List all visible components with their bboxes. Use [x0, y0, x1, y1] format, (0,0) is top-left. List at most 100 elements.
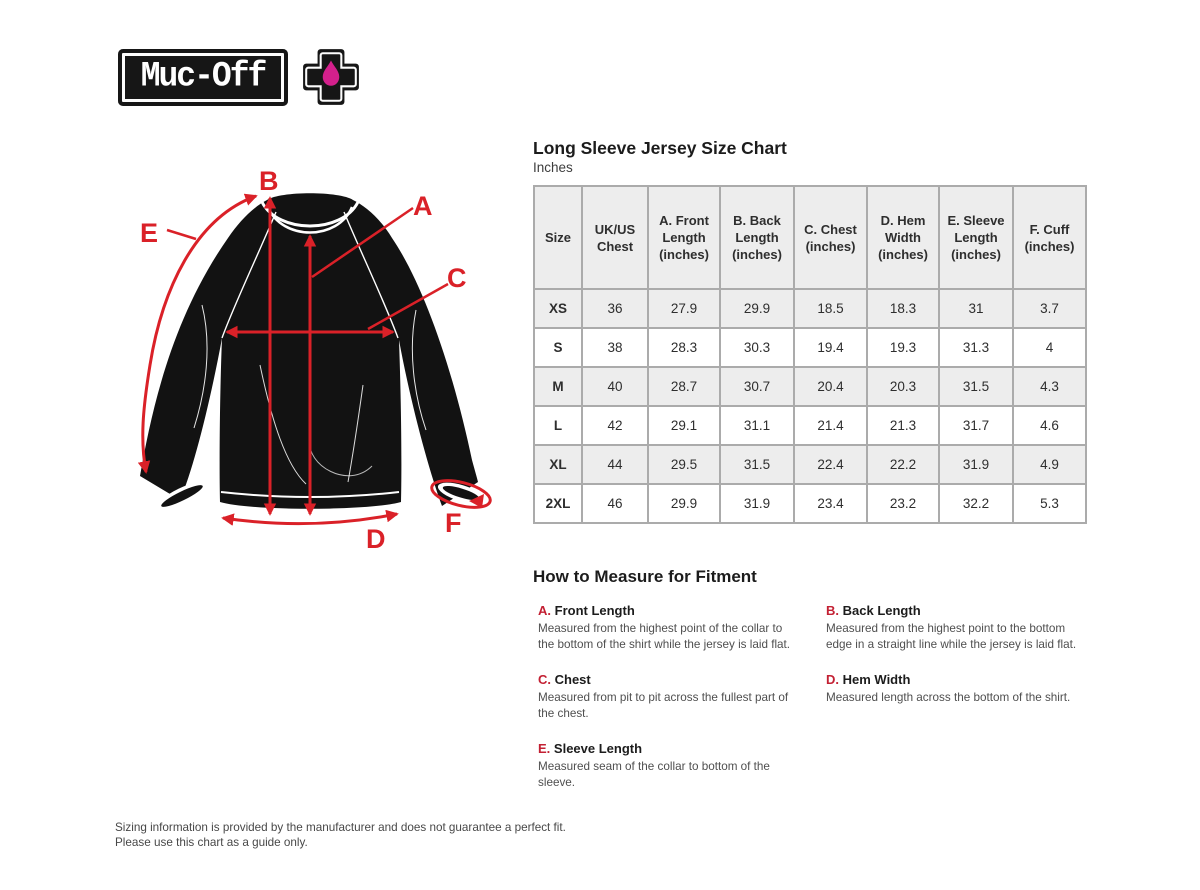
value-cell: 4.9: [1012, 444, 1087, 485]
value-cell: 19.3: [866, 327, 940, 368]
value-cell: 5.3: [1012, 483, 1087, 524]
measure-item-desc: Measured length across the bottom of the…: [826, 691, 1071, 704]
measure-item-desc: Measured seam of the collar to bottom of…: [538, 760, 770, 789]
measure-item-title: A. Front Length: [538, 603, 826, 618]
value-cell: 31.1: [719, 405, 795, 446]
measure-item-letter: E.: [538, 741, 554, 756]
value-cell: 21.3: [866, 405, 940, 446]
measure-item-name: Hem Width: [842, 672, 911, 687]
size-cell: L: [533, 405, 583, 446]
measure-item-desc: Measured from pit to pit across the full…: [538, 691, 789, 720]
value-cell: 4: [1012, 327, 1087, 368]
page-title: Long Sleeve Jersey Size Chart: [533, 138, 787, 158]
footer-line-1: Sizing information is provided by the ma…: [115, 821, 566, 834]
value-cell: 27.9: [647, 288, 721, 329]
value-cell: 31.9: [719, 483, 795, 524]
measure-item-letter: A.: [538, 603, 555, 618]
footer-disclaimer: Sizing information is provided by the ma…: [115, 820, 566, 850]
arrowhead-F: [469, 494, 484, 508]
column-header: F. Cuff (inches): [1012, 185, 1087, 290]
value-cell: 19.4: [793, 327, 868, 368]
value-cell: 23.2: [866, 483, 940, 524]
column-header: C. Chest (inches): [793, 185, 868, 290]
diagram-label-F: F: [445, 508, 462, 538]
value-cell: 20.3: [866, 366, 940, 407]
measure-item-letter: B.: [826, 603, 843, 618]
measure-item-desc: Measured from the highest point of the c…: [538, 622, 791, 651]
value-cell: 31.9: [938, 444, 1014, 485]
column-header: B. Back Length (inches): [719, 185, 795, 290]
column-header: E. Sleeve Length (inches): [938, 185, 1014, 290]
value-cell: 31.3: [938, 327, 1014, 368]
value-cell: 3.7: [1012, 288, 1087, 329]
leader-line-A: [311, 206, 414, 279]
value-cell: 4.6: [1012, 405, 1087, 446]
value-cell: 28.7: [647, 366, 721, 407]
table-row: 2XL 46 29.9 31.9 23.4 23.2 32.2 5.3: [533, 483, 1087, 524]
value-cell: 29.1: [647, 405, 721, 446]
leader-line-C: [367, 282, 449, 331]
measure-item-name: Front Length: [554, 603, 635, 618]
value-cell: 20.4: [793, 366, 868, 407]
diagram-label-B: B: [259, 166, 279, 196]
muc-off-logo: Muc-Off: [118, 48, 288, 106]
measure-item-letter: D.: [826, 672, 843, 687]
measurement-arrows: [137, 193, 492, 526]
value-cell: 36: [581, 288, 649, 329]
measure-item-name: Back Length: [842, 603, 921, 618]
size-cell: S: [533, 327, 583, 368]
value-cell: 28.3: [647, 327, 721, 368]
size-cell: M: [533, 366, 583, 407]
value-cell: 21.4: [793, 405, 868, 446]
diagram-label-E: E: [140, 218, 158, 248]
diagram-label-D: D: [366, 524, 386, 554]
table-row: M 40 28.7 30.7 20.4 20.3 31.5 4.3: [533, 366, 1087, 407]
value-cell: 38: [581, 327, 649, 368]
brand-logo: Muc-Off: [118, 46, 362, 108]
value-cell: 44: [581, 444, 649, 485]
value-cell: 31.5: [938, 366, 1014, 407]
measure-item: E. Sleeve Length Measured seam of the col…: [538, 741, 826, 790]
value-cell: 30.3: [719, 327, 795, 368]
size-table-body: XS 36 27.9 29.9 18.5 18.3 31 3.7 S 38 28.3 30.3 19.4…: [533, 288, 1087, 524]
measure-item-title: B. Back Length: [826, 603, 1090, 618]
value-cell: 30.7: [719, 366, 795, 407]
value-cell: 46: [581, 483, 649, 524]
value-cell: 29.9: [719, 288, 795, 329]
table-row: S 38 28.3 30.3 19.4 19.3 31.3 4: [533, 327, 1087, 368]
table-row: XL 44 29.5 31.5 22.4 22.2 31.9 4.9: [533, 444, 1087, 485]
value-cell: 4.3: [1012, 366, 1087, 407]
value-cell: 29.9: [647, 483, 721, 524]
arrow-F-cuff: [430, 479, 492, 509]
leader-line-E: [166, 228, 197, 241]
value-cell: 23.4: [793, 483, 868, 524]
column-header: Size: [533, 185, 583, 290]
arrow-D-hem-width: [221, 509, 399, 526]
value-cell: 18.3: [866, 288, 940, 329]
size-cell: XS: [533, 288, 583, 329]
value-cell: 29.5: [647, 444, 721, 485]
value-cell: 42: [581, 405, 649, 446]
diagram-label-C: C: [447, 263, 467, 293]
droplet-icon: [322, 60, 340, 86]
page-subtitle: Inches: [533, 160, 573, 175]
value-cell: 31.5: [719, 444, 795, 485]
measure-section-heading: How to Measure for Fitment: [533, 567, 757, 586]
diagram-label-A: A: [413, 191, 433, 221]
logo-text: Muc-Off: [140, 55, 268, 96]
measure-item: C. Chest Measured from pit to pit across …: [538, 672, 826, 721]
measure-item-title: C. Chest: [538, 672, 826, 687]
size-cell: XL: [533, 444, 583, 485]
column-header: UK/US Chest: [581, 185, 649, 290]
value-cell: 31.7: [938, 405, 1014, 446]
measure-item-name: Chest: [554, 672, 591, 687]
arrow-E-sleeve-length: [137, 193, 258, 474]
value-cell: 18.5: [793, 288, 868, 329]
table-row: L 42 29.1 31.1 21.4 21.3 31.7 4.6: [533, 405, 1087, 446]
measure-item-letter: C.: [538, 672, 555, 687]
measure-grid: A. Front Length Measured from the highest…: [538, 603, 1090, 790]
value-cell: 22.4: [793, 444, 868, 485]
value-cell: 32.2: [938, 483, 1014, 524]
measure-item: B. Back Length Measured from the highest …: [826, 603, 1090, 652]
